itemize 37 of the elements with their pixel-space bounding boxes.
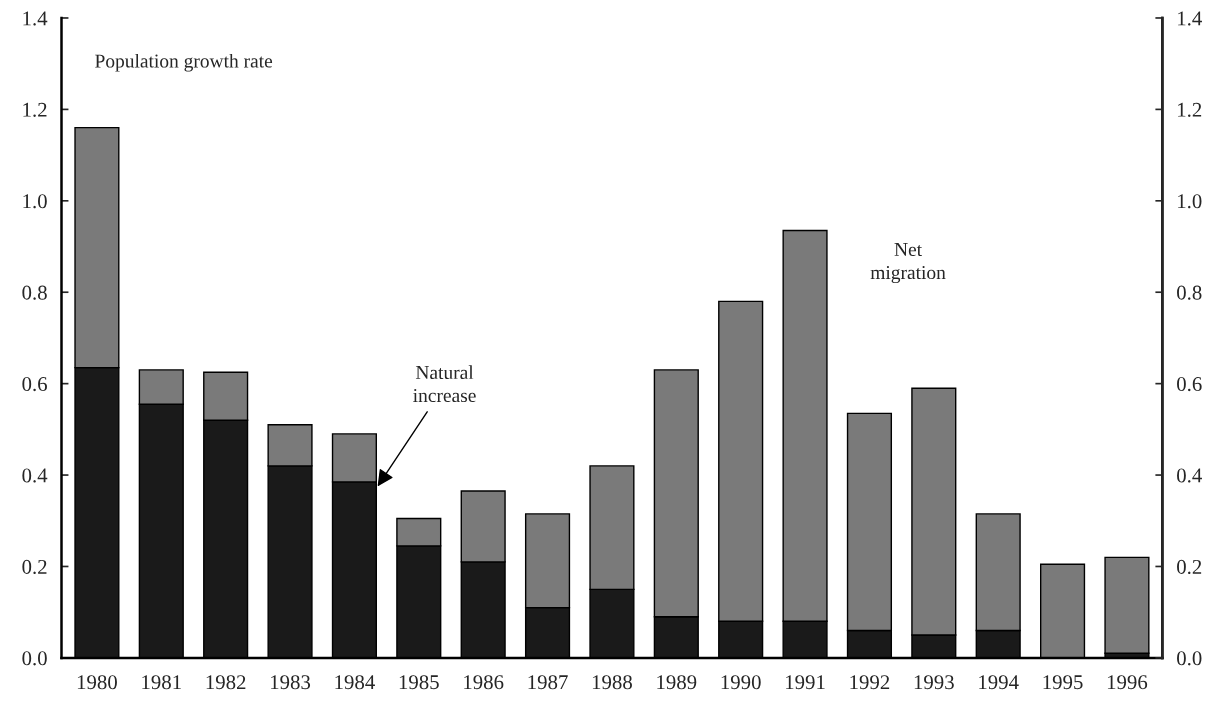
x-tick-label: 1996 — [1107, 675, 1148, 690]
y2-tick-label: 1.4 — [1178, 11, 1202, 26]
x-tick-label: 1984 — [335, 675, 375, 690]
x-tick-label: 1980 — [77, 675, 117, 690]
y-tick-label: 0.4 — [22, 468, 48, 483]
y-tick-label: 0.8 — [22, 285, 47, 300]
x-tick-label: 1989 — [657, 675, 697, 690]
x-tick-label: 1993 — [914, 675, 954, 690]
x-tick-label: 1983 — [271, 675, 311, 690]
bar — [1104, 556, 1150, 655]
x-tick-label: 1987 — [528, 675, 568, 690]
y-tick-label: 0.2 — [22, 559, 47, 574]
x-tick-label: 1982 — [206, 675, 246, 690]
y-tick-label: 0.6 — [22, 377, 47, 392]
x-tick-label: 1991 — [786, 675, 825, 690]
x-tick-label: 1990 — [721, 675, 761, 690]
y-tick-label: 1.4 — [23, 11, 48, 26]
y2-tick-label: 0.4 — [1177, 468, 1202, 483]
y-tick-label: 1.2 — [23, 102, 47, 117]
x-tick-label: 1988 — [592, 675, 632, 690]
text: Natural increase — [413, 365, 476, 403]
y-tick-label: 1.0 — [23, 194, 47, 209]
x-tick-label: 1981 — [142, 675, 181, 690]
x-tick-label: 1995 — [1043, 675, 1083, 690]
x-tick-label: 1985 — [399, 675, 439, 690]
annotation: Population growth rate — [95, 53, 273, 72]
y2-tick-label: 0.0 — [1177, 651, 1202, 666]
y2-tick-label: 0.6 — [1177, 377, 1202, 392]
x-tick-label: 1994 — [979, 675, 1019, 690]
y2-tick-label: 1.0 — [1178, 194, 1202, 209]
y2-tick-label: 0.8 — [1177, 285, 1202, 300]
y2-tick-label: 1.2 — [1178, 102, 1202, 117]
y2-tick-label: 0.2 — [1177, 559, 1202, 574]
y-tick-label: 0.0 — [22, 651, 47, 666]
text: Net migration — [870, 243, 946, 284]
x-tick-label: 1992 — [850, 675, 890, 690]
x-tick-label: 1986 — [464, 675, 504, 690]
